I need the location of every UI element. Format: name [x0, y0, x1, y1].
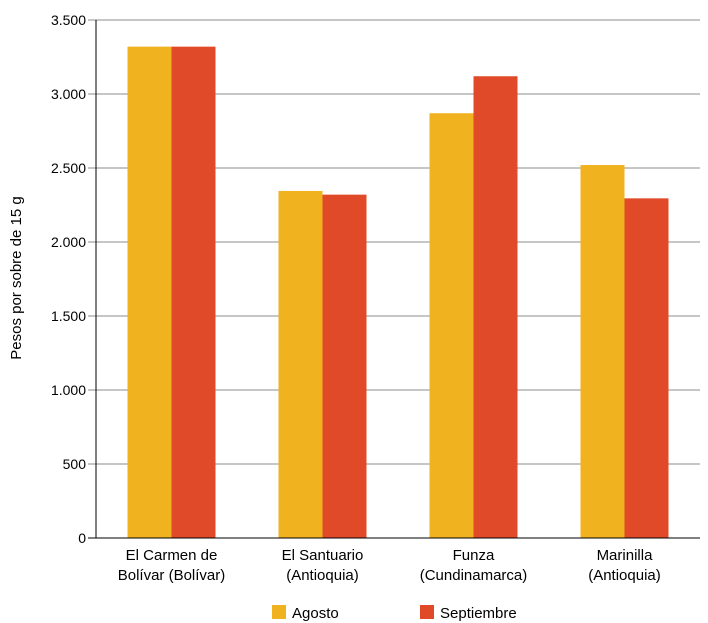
x-tick-label: El Santuario: [282, 547, 364, 564]
x-tick-label: Marinilla: [597, 547, 654, 564]
legend-swatch: [420, 605, 434, 619]
axes: [88, 20, 700, 539]
y-tick-label: 500: [63, 456, 87, 472]
y-tick-label: 2.500: [51, 160, 86, 176]
bar-septiembre: [322, 194, 367, 538]
x-tick-label: (Antioquia): [588, 567, 661, 584]
x-tick-label: Funza: [453, 547, 495, 564]
y-tick-label: 3.000: [51, 86, 86, 102]
x-tick-label: (Cundinamarca): [420, 567, 528, 584]
y-tick-label: 3.500: [51, 12, 86, 28]
y-tick-label: 0: [78, 530, 86, 546]
x-tick-labels: El Carmen de Bolívar (Bolívar) El Santuari…: [118, 547, 661, 584]
y-axis-title: Pesos por sobre de 15 g: [8, 196, 25, 359]
bar-agosto: [127, 46, 172, 538]
legend-label: Septiembre: [440, 605, 517, 622]
bar-agosto: [278, 190, 323, 538]
legend-swatch: [272, 605, 286, 619]
y-tick-labels: 0 500 1.000 1.500 2.000 2.500 3.000 3.500: [51, 12, 86, 546]
y-tick-label: 1.000: [51, 382, 86, 398]
bars: [127, 46, 669, 539]
bar-agosto: [429, 113, 474, 539]
bar-septiembre: [171, 46, 216, 538]
x-tick-label: (Antioquia): [286, 567, 359, 584]
bar-septiembre: [473, 76, 518, 539]
y-tick-label: 2.000: [51, 234, 86, 250]
x-tick-label: El Carmen de: [126, 547, 218, 564]
y-tick-label: 1.500: [51, 308, 86, 324]
bar-septiembre: [624, 198, 669, 538]
bar-agosto: [580, 165, 625, 539]
x-tick-label: Bolívar (Bolívar): [118, 567, 226, 584]
legend: Agosto Septiembre: [272, 605, 517, 622]
legend-label: Agosto: [292, 605, 339, 622]
